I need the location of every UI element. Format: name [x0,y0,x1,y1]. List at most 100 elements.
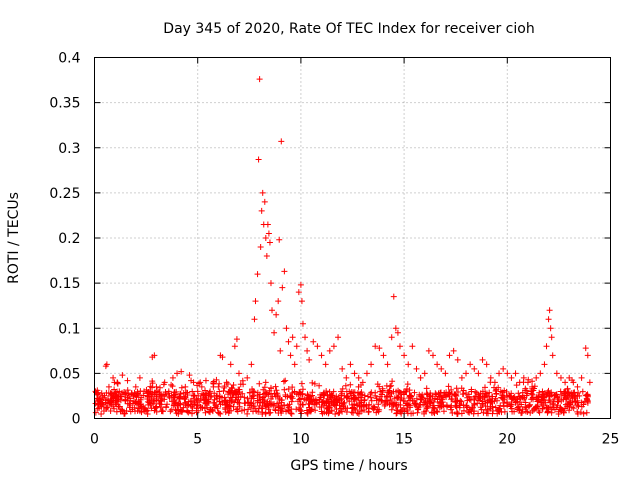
data-point [297,401,304,408]
data-point [167,408,174,415]
data-point [285,338,292,345]
data-point [504,370,511,377]
data-point [429,402,436,409]
data-point [546,397,553,404]
data-point [516,379,523,386]
y-tick-label: 0.1 [58,321,80,337]
data-point [194,388,201,395]
data-point [220,388,227,395]
data-point [500,365,507,372]
data-point [323,409,330,416]
data-point [277,407,284,414]
x-tick-label: 25 [602,432,620,448]
data-point [384,361,391,368]
data-point [276,236,283,243]
x-tick-label: 5 [193,432,202,448]
data-point [309,379,316,386]
data-point [184,408,191,415]
data-point [207,388,214,395]
data-point [448,396,455,403]
data-point [202,387,209,394]
data-point [404,381,411,388]
data-point [197,403,204,410]
data-point [453,404,460,411]
data-point [317,391,324,398]
data-point [257,244,264,251]
data-point [262,235,269,241]
data-point [124,400,131,407]
data-point [557,374,564,381]
data-point [281,268,288,275]
data-point [255,156,262,163]
data-point [338,395,345,402]
data-point [300,401,307,408]
data-point [519,389,526,396]
data-point [553,404,560,411]
data-point [215,383,222,390]
data-point [228,407,235,414]
data-point [359,379,366,386]
data-point [275,298,282,305]
data-point [446,352,453,359]
data-point [235,370,242,377]
data-point [201,396,208,403]
data-point [229,398,236,405]
data-point [539,388,546,395]
data-point [98,390,105,397]
data-point [546,307,553,314]
data-point [202,377,209,384]
data-point [322,361,329,368]
data-point [480,409,487,416]
data-point [256,380,263,387]
data-point [515,390,522,397]
data-point [277,347,284,354]
data-point [207,406,214,413]
data-point [135,392,142,399]
data-point [112,392,119,399]
data-point [194,382,201,389]
data-point [414,409,421,416]
data-point [575,389,582,396]
data-point [311,380,318,387]
data-point [178,368,185,375]
data-point [291,388,298,395]
data-point [107,408,114,415]
data-point [185,409,192,416]
data-point [259,189,266,196]
data-point [454,356,461,363]
data-point [347,381,354,388]
data-point [269,307,276,314]
data-point [492,387,499,394]
data-point [189,388,196,395]
data-point [135,400,142,407]
data-point [523,387,530,394]
data-point [335,410,342,417]
data-point [572,398,579,405]
data-point [309,392,316,399]
data-point [293,406,300,413]
data-point [298,298,305,305]
data-point [285,386,292,393]
data-point [256,76,263,83]
data-point [273,311,280,318]
data-point [551,395,558,402]
data-point [495,408,502,415]
data-point [182,383,189,390]
data-point [531,406,538,413]
data-point [535,408,542,415]
data-point [396,343,403,350]
data-point [489,410,496,417]
data-point [169,383,176,390]
data-point [327,392,334,399]
data-point [407,404,414,411]
data-point [380,352,387,359]
y-tick-label: 0 [72,412,81,428]
data-point [143,407,150,414]
data-point [306,396,313,403]
chart-title: Day 345 of 2020, Rate Of TEC Index for r… [163,21,534,37]
data-point [283,408,290,415]
data-point [347,390,354,397]
data-point [349,404,356,411]
data-point [293,343,300,350]
data-point [536,389,543,396]
